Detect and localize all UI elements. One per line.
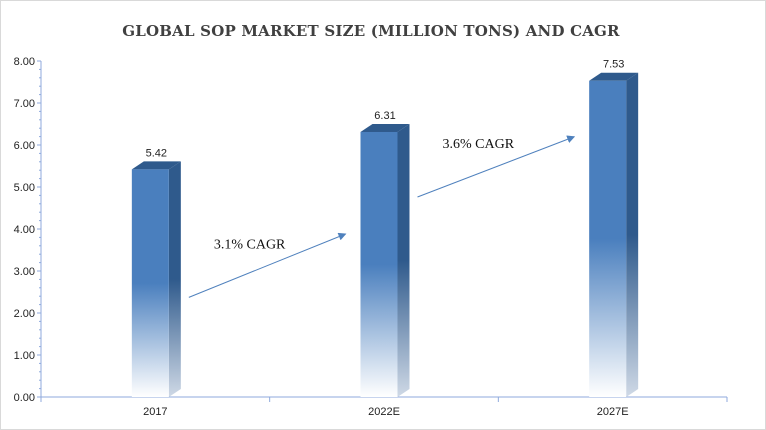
bar-top [360,123,410,132]
cagr-label: 3.1% CAGR [214,237,286,252]
bar-value-label: 5.42 [146,147,167,159]
bar [131,169,169,397]
y-tick-label: 8.00 [14,56,35,68]
x-tick-label: 2022E [368,406,400,418]
chart-title: GLOBAL SOP MARKET SIZE (MILLION TONS) AN… [122,22,620,40]
bar [360,131,398,398]
cagr-arrow [417,135,576,198]
y-tick-label: 7.00 [14,98,35,110]
y-tick-label: 2.00 [14,308,35,320]
y-tick-label: 5.00 [14,182,35,194]
bar-top [589,72,639,81]
bar-side [168,161,181,397]
y-tick-label: 4.00 [14,224,35,236]
bar-top [131,161,181,170]
x-tick-label: 2027E [597,406,629,418]
bar-value-label: 6.31 [374,110,395,122]
y-tick-label: 1.00 [14,350,35,362]
x-tick-label: 2017 [143,406,167,418]
bar [589,80,627,398]
cagr-label: 3.6% CAGR [443,137,515,152]
y-tick-label: 6.00 [14,140,35,152]
bar-side [397,123,410,397]
y-tick-label: 3.00 [14,266,35,278]
y-tick-label: 0.00 [14,392,35,404]
bar-value-label: 7.53 [603,59,624,71]
cagr-arrow [188,232,347,298]
bar-side [626,72,639,398]
